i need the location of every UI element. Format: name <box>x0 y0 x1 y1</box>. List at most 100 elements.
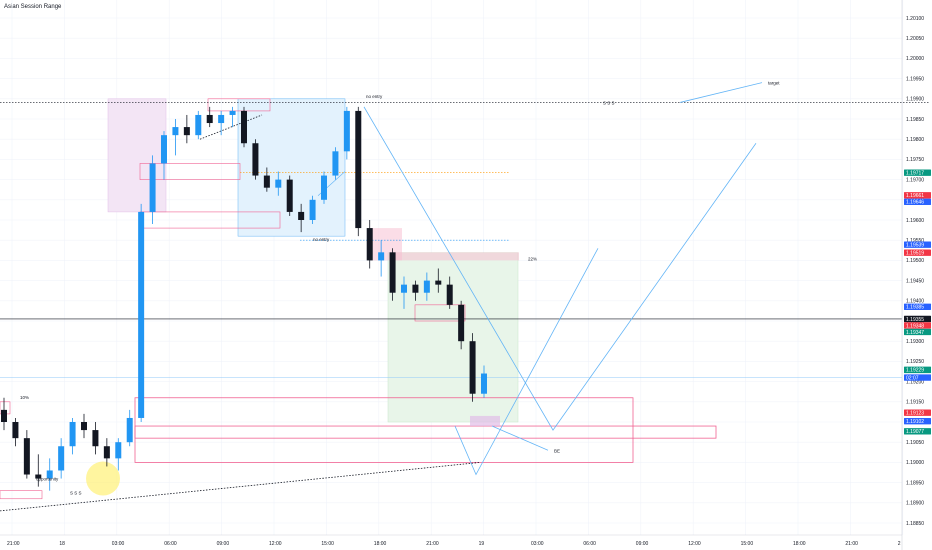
y-tick-label: 1.19700 <box>906 177 924 183</box>
y-tick-label: 1.18900 <box>906 501 924 507</box>
price-tag-label: 1.19385 <box>906 305 924 311</box>
candle-body <box>69 422 76 447</box>
opportunity-label: opportunity <box>36 477 59 482</box>
candle <box>138 203 145 422</box>
candle-body <box>92 430 99 447</box>
y-tick-label: 1.19550 <box>906 238 924 244</box>
x-tick-label: 21:00 <box>845 541 858 547</box>
candle <box>58 438 65 479</box>
price-tag-label: 02:07 <box>906 375 919 381</box>
price-tag-bg <box>904 198 931 206</box>
be-pointer <box>491 425 549 451</box>
candle-body <box>423 280 430 293</box>
candle-body <box>241 110 247 144</box>
price-tag: 02:07 <box>904 374 931 381</box>
candle <box>309 195 316 225</box>
candle <box>195 110 202 140</box>
price-tag-bg <box>904 169 931 176</box>
candle <box>469 333 476 402</box>
candle <box>69 417 76 455</box>
candle-body <box>275 179 282 188</box>
x-tick-label: 09:00 <box>636 541 649 547</box>
annotations-layer: target no entry no entry opportunity 10% 22% B… <box>20 81 780 496</box>
x-tick-label: 18:00 <box>374 541 387 547</box>
candle <box>183 114 190 144</box>
price-tag: 1.19539 <box>904 241 931 248</box>
opportunity-highlight <box>86 461 120 496</box>
price-tag-label: 1.19102 <box>906 419 924 425</box>
chart-title: Asian Session Range <box>4 4 62 10</box>
y-tick-label: 1.19300 <box>906 339 924 345</box>
price-tag-bg <box>904 315 931 323</box>
supply-zone-purple <box>107 98 167 213</box>
y-tick-label: 1.19950 <box>906 76 924 82</box>
candles-layer <box>1 106 487 491</box>
x-tick-label: 12:00 <box>688 541 701 547</box>
price-tag-label: 1.19123 <box>906 411 924 417</box>
y-tick-label: 1.19200 <box>906 379 924 385</box>
candle <box>423 272 430 301</box>
candle <box>1 397 7 431</box>
candle-body <box>58 446 65 471</box>
candle-body <box>81 422 87 431</box>
price-tag-label: 1.19229 <box>906 368 924 374</box>
price-tag-label: 1.19347 <box>906 330 924 336</box>
low-zone <box>0 490 43 500</box>
candle-body <box>412 284 419 293</box>
y-tick-label: 1.19800 <box>906 137 924 143</box>
candle <box>458 300 465 350</box>
sellside-trendline <box>0 462 481 512</box>
y-tick-label: 1.20100 <box>906 16 924 22</box>
price-tag-label: 1.19717 <box>906 171 924 177</box>
y-tick-label: 1.19750 <box>906 157 924 163</box>
candle <box>252 139 259 180</box>
price-tag: 1.19717 <box>904 169 931 177</box>
candle-body <box>183 127 190 136</box>
candle <box>149 155 156 225</box>
ssl-label-bottom: S S S <box>70 491 82 496</box>
x-tick-label: 03:00 <box>531 541 544 547</box>
price-tag: 1.19229 <box>904 366 931 374</box>
candle-body <box>1 409 7 422</box>
candle <box>81 413 87 439</box>
candle <box>412 280 419 301</box>
price-tag: 1.19519 <box>904 249 931 257</box>
candle <box>389 248 396 301</box>
candle-body <box>161 135 167 164</box>
candle <box>218 110 225 136</box>
price-tag-label: 1.19661 <box>906 193 924 199</box>
candle-body <box>446 284 453 305</box>
twenty-two-pct-label: 22% <box>528 256 537 261</box>
candle <box>435 268 442 293</box>
price-axis: 1.20100 1.20050 1.20000 1.19950 1.19900 1.198… <box>901 0 924 550</box>
candle <box>298 203 305 233</box>
candle <box>206 106 213 128</box>
y-tick-label: 1.19450 <box>906 278 924 284</box>
candle-body <box>309 199 316 220</box>
candle-body <box>458 304 465 342</box>
candle <box>275 171 282 196</box>
be-label: BE <box>554 448 560 453</box>
y-tick-label: 1.19500 <box>906 258 924 264</box>
price-tag-label: 1.19348 <box>906 323 924 329</box>
candle <box>355 106 362 237</box>
candle <box>12 417 19 447</box>
x-tick-label: 15:00 <box>321 541 334 547</box>
target-label: target <box>768 81 780 86</box>
price-tag-bg <box>904 322 931 329</box>
x-tick-label: 21:00 <box>426 541 439 547</box>
candle-body <box>481 373 487 394</box>
y-tick-label: 1.20050 <box>906 36 924 42</box>
entry-zone-purple <box>470 415 500 427</box>
candle-body <box>343 110 350 152</box>
candle <box>481 365 487 398</box>
time-axis: 21:00 18 03:00 06:00 09:00 12:00 15:00 18:00 21:… <box>0 534 902 547</box>
candle-body <box>195 114 202 136</box>
candle <box>366 220 373 269</box>
y-tick-label: 1.19000 <box>906 460 924 466</box>
price-tag: 1.19348 <box>904 322 931 329</box>
candle <box>241 106 247 148</box>
x-tick-label: 03:00 <box>112 541 125 547</box>
